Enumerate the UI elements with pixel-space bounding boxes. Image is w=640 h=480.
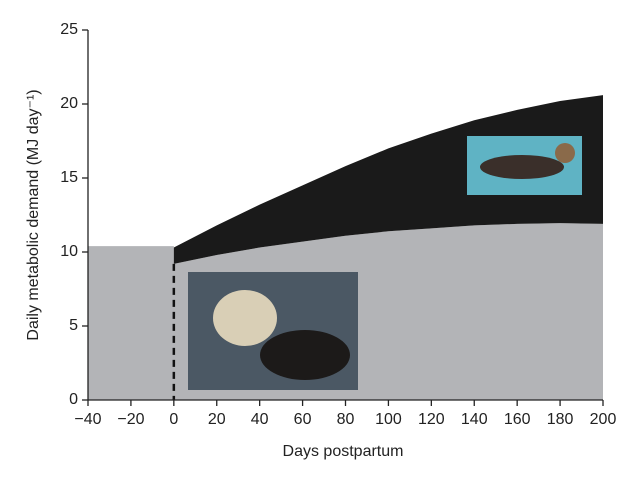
- x-tick-label: 0: [169, 411, 178, 428]
- y-tick-label: 5: [69, 317, 78, 334]
- x-tick-label: 140: [461, 411, 488, 428]
- x-tick-label: 120: [418, 411, 445, 428]
- y-tick-label: 25: [60, 21, 78, 38]
- x-tick-label: −20: [117, 411, 144, 428]
- x-tick-label: 180: [547, 411, 574, 428]
- y-tick-label: 20: [60, 95, 78, 112]
- x-tick-label: −40: [74, 411, 101, 428]
- x-tick-label: 20: [208, 411, 226, 428]
- y-axis-label: Daily metabolic demand (MJ day⁻¹): [25, 89, 42, 340]
- y-tick-label: 10: [60, 243, 78, 260]
- y-tick-label: 15: [60, 169, 78, 186]
- x-tick-label: 160: [504, 411, 531, 428]
- otter-photo: [467, 136, 582, 195]
- x-axis-label: Days postpartum: [283, 443, 404, 460]
- x-tick-label: 100: [375, 411, 402, 428]
- pup-photo: [188, 272, 358, 390]
- x-tick-label: 80: [337, 411, 355, 428]
- x-tick-label: 40: [251, 411, 269, 428]
- x-tick-label: 60: [294, 411, 312, 428]
- y-tick-label: 0: [69, 391, 78, 408]
- x-tick-label: 200: [590, 411, 617, 428]
